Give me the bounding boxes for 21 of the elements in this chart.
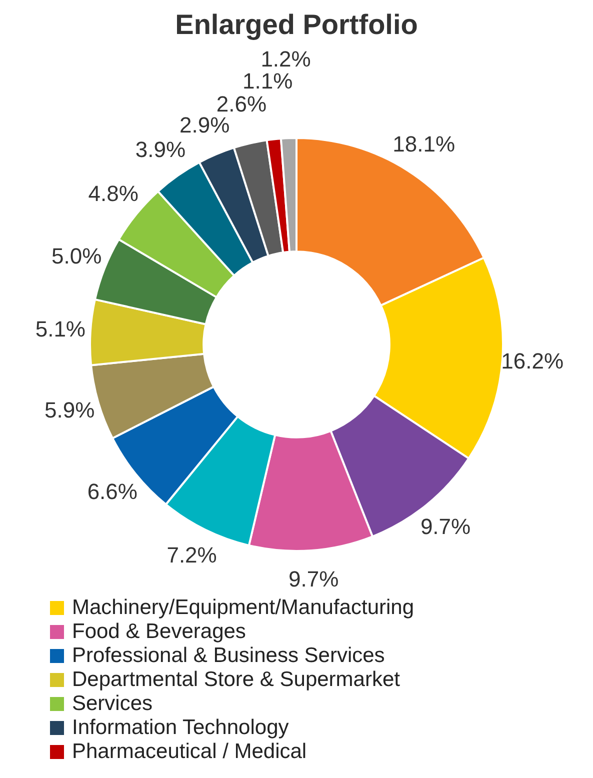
chart-title: Enlarged Portfolio xyxy=(174,8,419,42)
data-label: 4.8% xyxy=(88,180,138,206)
data-label: 7.2% xyxy=(166,542,217,568)
legend-label: Services xyxy=(72,692,153,716)
legend-label: Professional & Business Services xyxy=(72,644,385,668)
data-label: 5.9% xyxy=(44,397,95,422)
data-label: 1.1% xyxy=(242,68,293,94)
data-label: 16.2% xyxy=(501,348,564,374)
data-label: 9.7% xyxy=(288,566,339,592)
data-label: 3.9% xyxy=(135,137,186,162)
legend-label: Pharmaceutical / Medical xyxy=(72,740,307,764)
data-label: 5.0% xyxy=(52,244,102,268)
legend-label: Departmental Store & Supermarket xyxy=(72,668,400,692)
data-label: 1.2% xyxy=(260,46,311,72)
legend-label: Machinery/Equipment/Manufacturing xyxy=(72,596,414,620)
legend-label: Food & Beverages xyxy=(72,620,246,644)
data-label: 9.7% xyxy=(420,514,471,540)
legend-label: Information Technology xyxy=(72,716,289,740)
data-label: 5.1% xyxy=(35,316,86,342)
data-label: 18.1% xyxy=(392,131,456,156)
data-label: 6.6% xyxy=(87,479,138,504)
